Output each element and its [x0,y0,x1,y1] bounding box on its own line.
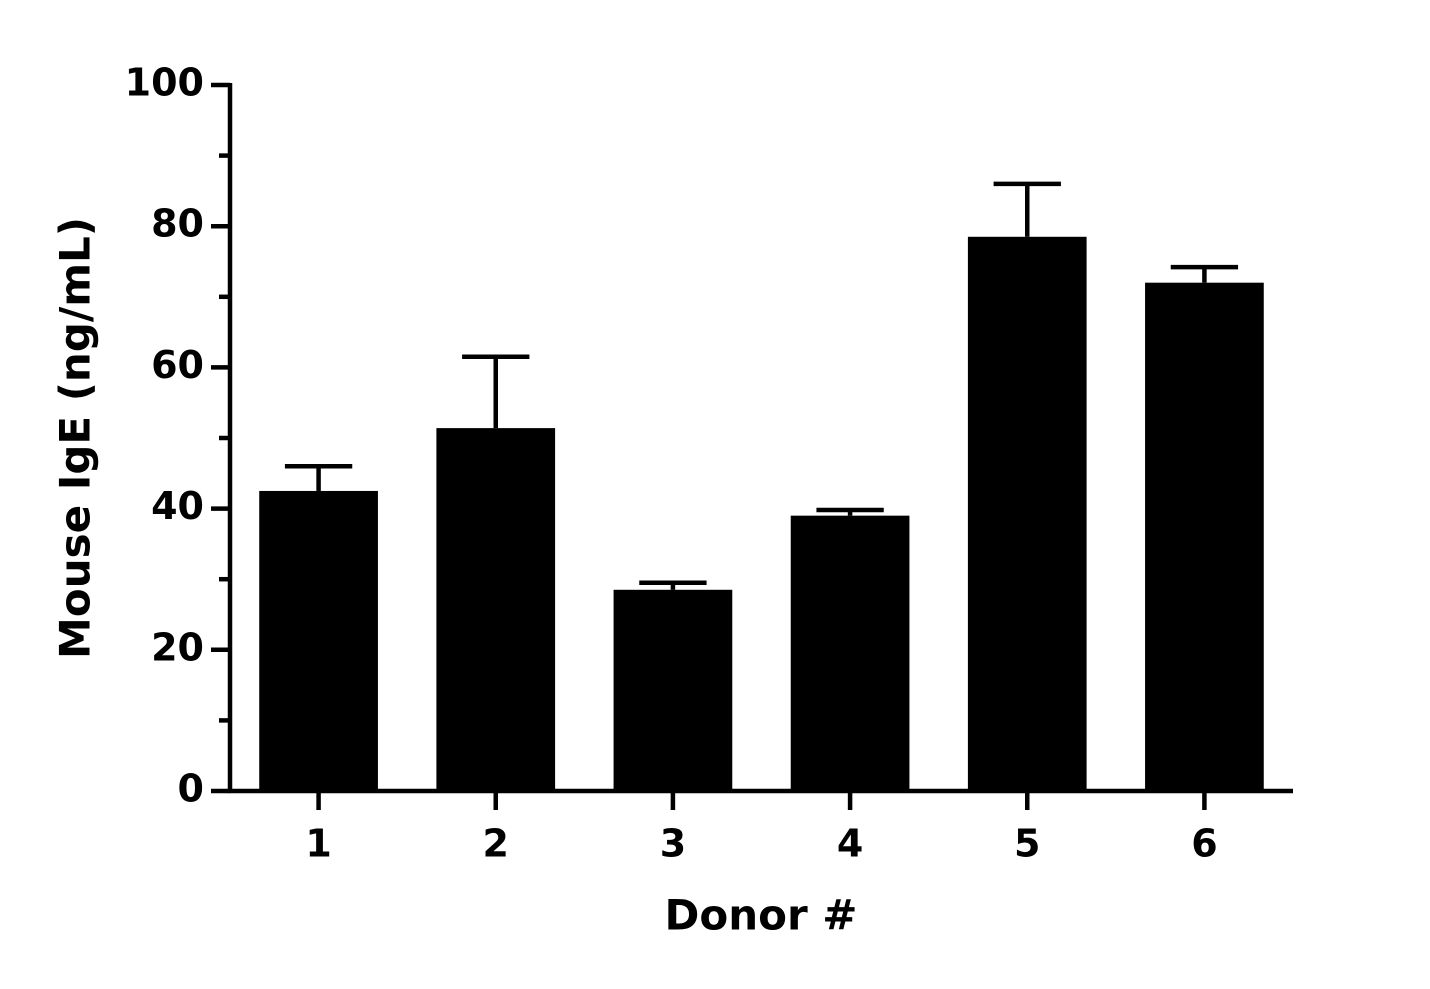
x-tick-label: 2 [483,822,509,866]
y-tick-label: 60 [151,343,204,387]
y-axis-title: Mouse IgE (ng/mL) [51,217,100,659]
y-tick-label: 0 [178,767,204,811]
bar [790,515,910,791]
bar [967,236,1087,792]
y-tick-label: 20 [151,625,204,669]
x-tick-label: 4 [837,822,863,866]
y-tick-label: 40 [151,484,204,528]
x-tick-label: 1 [305,822,331,866]
x-tick-label: 5 [1014,822,1040,866]
bar [436,428,556,791]
x-tick-label: 3 [660,822,686,866]
x-tick-label: 6 [1191,822,1217,866]
bar [613,589,733,791]
y-tick-label: 100 [125,61,204,105]
bar [259,490,378,791]
bar [1145,282,1264,791]
x-axis-title: Donor # [665,891,858,940]
y-tick-label: 80 [151,202,204,246]
